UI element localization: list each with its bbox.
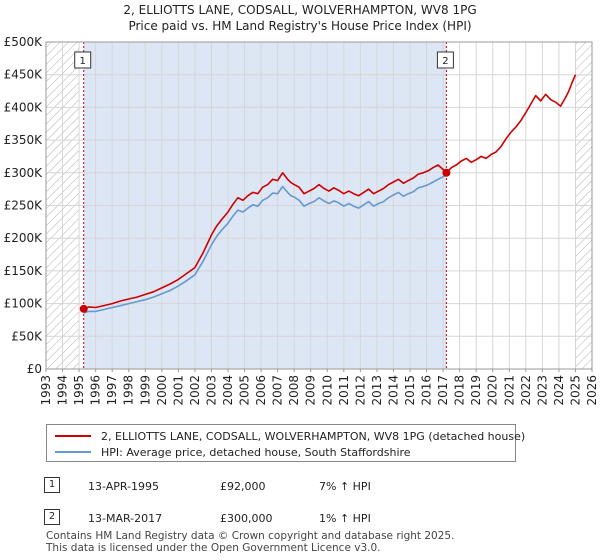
x-tick-label: 1996 bbox=[89, 375, 103, 406]
chart-subtitle: Price paid vs. HM Land Registry's House … bbox=[128, 19, 471, 33]
x-tick-label: 1999 bbox=[138, 375, 152, 406]
x-tick-label: 1997 bbox=[105, 375, 119, 406]
sale-price: £92,000 bbox=[220, 480, 266, 493]
x-tick-label: 2012 bbox=[353, 375, 367, 406]
x-tick-label: 2021 bbox=[502, 375, 516, 406]
y-tick-label: £450K bbox=[4, 68, 44, 82]
x-tick-label: 2017 bbox=[436, 375, 450, 406]
sale-price: £300,000 bbox=[220, 512, 273, 525]
legend-item-hpi: HPI: Average price, detached house, Sout… bbox=[55, 444, 411, 460]
x-tick-label: 2004 bbox=[221, 375, 235, 406]
price-chart: 2, ELLIOTTS LANE, CODSALL, WOLVERHAMPTON… bbox=[4, 3, 599, 406]
x-tick-label: 2019 bbox=[469, 375, 483, 406]
series-line-property bbox=[83, 74, 577, 310]
footer-line-1: Contains HM Land Registry data © Crown c… bbox=[46, 530, 455, 542]
sale-label-box bbox=[436, 51, 454, 69]
plot-frame bbox=[45, 41, 593, 370]
x-tick-label: 1998 bbox=[122, 375, 136, 406]
y-tick-label: £350K bbox=[4, 133, 44, 147]
footer: Contains HM Land Registry data © Crown c… bbox=[46, 530, 454, 554]
legend-swatch-hpi bbox=[55, 451, 91, 453]
legend-item-property: 2, ELLIOTTS LANE, CODSALL, WOLVERHAMPTON… bbox=[55, 428, 525, 444]
sale-hpi-diff: 1% ↑ HPI bbox=[319, 512, 371, 525]
x-tick-label: 2002 bbox=[188, 375, 202, 406]
axes: £0 £50K £100K £150K £200K £250K £300K £350K £400… bbox=[4, 35, 599, 406]
x-tick-label: 2015 bbox=[403, 375, 417, 406]
y-tick-label: £500K bbox=[4, 35, 44, 49]
legend-swatch-property bbox=[55, 435, 91, 437]
x-tick-label: 2016 bbox=[420, 375, 434, 406]
sale-label: 2 bbox=[442, 56, 448, 67]
footer-line-2: This data is licensed under the Open Gov… bbox=[46, 542, 381, 554]
x-tick-label: 2026 bbox=[585, 375, 599, 406]
series-line-hpi bbox=[83, 174, 447, 314]
x-tick-label: 2022 bbox=[519, 375, 533, 406]
x-tick-label: 2011 bbox=[337, 375, 351, 406]
x-tick-label: 2014 bbox=[386, 375, 400, 406]
x-tick-label: 2009 bbox=[304, 375, 318, 406]
x-tick-label: 2023 bbox=[535, 375, 549, 406]
legend: 2, ELLIOTTS LANE, CODSALL, WOLVERHAMPTON… bbox=[46, 424, 525, 462]
sale-marker-badge: 1 bbox=[44, 477, 60, 493]
y-tick-label: £200K bbox=[4, 231, 44, 245]
x-tick-label: 1994 bbox=[56, 375, 70, 406]
series-layer bbox=[83, 74, 577, 314]
y-tick-label: £250K bbox=[4, 199, 44, 213]
y-tick-label: £300K bbox=[4, 166, 44, 180]
y-tick-label: £400K bbox=[4, 100, 44, 114]
sale-date: 13-APR-1995 bbox=[88, 480, 160, 493]
legend-label-property: 2, ELLIOTTS LANE, CODSALL, WOLVERHAMPTON… bbox=[101, 429, 526, 443]
sale-label-box bbox=[74, 51, 92, 69]
x-tick-label: 2025 bbox=[568, 375, 582, 406]
y-tick-label: £100K bbox=[4, 297, 44, 311]
x-tick-label: 2007 bbox=[271, 375, 285, 406]
x-tick-label: 2013 bbox=[370, 375, 384, 406]
x-tick-label: 2010 bbox=[320, 375, 334, 406]
sale-hpi-diff: 7% ↑ HPI bbox=[319, 480, 371, 493]
x-tick-label: 2006 bbox=[254, 375, 268, 406]
legend-label-hpi: HPI: Average price, detached house, Sout… bbox=[101, 445, 411, 459]
sale-row: 2 13-MAR-2017 £300,000 1% ↑ HPI bbox=[44, 506, 564, 528]
sale-point bbox=[442, 168, 451, 177]
sale-date: 13-MAR-2017 bbox=[88, 512, 163, 525]
sale-row: 1 13-APR-1995 £92,000 7% ↑ HPI bbox=[44, 474, 564, 496]
x-tick-label: 2024 bbox=[552, 375, 566, 406]
chart-title: 2, ELLIOTTS LANE, CODSALL, WOLVERHAMPTON… bbox=[123, 3, 476, 17]
y-tick-label: £150K bbox=[4, 264, 44, 278]
x-tick-label: 2000 bbox=[155, 375, 169, 406]
x-tick-label: 2003 bbox=[204, 375, 218, 406]
x-tick-label: 1995 bbox=[72, 375, 86, 406]
y-tick-label: £50K bbox=[11, 329, 43, 343]
sale-point bbox=[79, 304, 88, 313]
x-tick-label: 2001 bbox=[171, 375, 185, 406]
x-tick-label: 2005 bbox=[238, 375, 252, 406]
x-tick-label: 2018 bbox=[453, 375, 467, 406]
x-tick-label: 2020 bbox=[486, 375, 500, 406]
sale-marker-badge: 2 bbox=[44, 509, 60, 525]
x-tick-label: 1993 bbox=[39, 375, 53, 406]
y-tick-label: £0 bbox=[27, 362, 42, 376]
sale-label: 1 bbox=[80, 56, 86, 67]
x-tick-label: 2008 bbox=[287, 375, 301, 406]
